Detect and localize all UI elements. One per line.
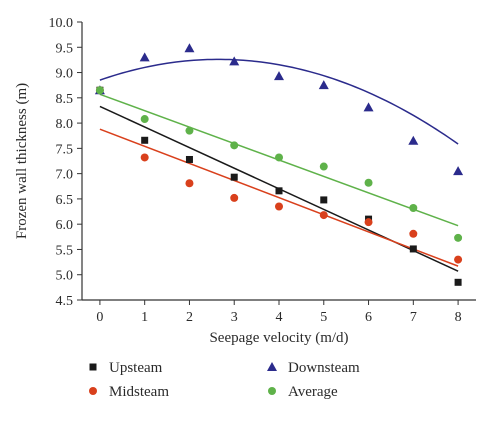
upsteam-point [141,136,149,144]
y-tick-label: 4.5 [56,294,74,309]
downsteam-point [453,166,464,176]
y-tick-label: 10.0 [49,16,74,31]
x-axis-title: Seepage velocity (m/d) [209,330,348,346]
downsteam-point [363,102,374,112]
legend-item-upsteam: Upsteam [89,360,163,376]
y-tick-label: 7.0 [56,168,74,183]
midsteam-point [185,179,194,188]
x-tick-label: 2 [186,310,193,325]
x-tick-label: 7 [410,310,417,325]
average-point [409,204,418,213]
upsteam-point [409,245,417,253]
downsteam-fit-curve [99,58,459,145]
average-point [454,233,463,242]
legend-label-average: Average [288,384,338,400]
midsteam-point [319,211,328,220]
y-tick-label: 8.5 [56,92,74,107]
y-tick-label: 9.0 [56,67,74,82]
upsteam-point [454,278,462,286]
x-tick-label: 1 [141,310,148,325]
legend-marker-midsteam [89,387,97,395]
y-tick-label: 6.0 [56,218,74,233]
average-point [364,178,373,187]
average-point [275,153,283,162]
downsteam-point [274,71,284,81]
y-tick-label: 9.5 [56,41,74,56]
downsteam-point [184,43,195,53]
y-tick-label: 6.5 [56,193,74,208]
y-tick-label: 5.5 [56,243,74,258]
downsteam-point [318,80,329,90]
x-tick-label: 3 [231,310,238,325]
legend-marker-upsteam [89,363,97,371]
legend-label-upsteam: Upsteam [109,360,163,376]
x-tick-label: 8 [455,310,462,325]
upsteam-point [230,173,238,181]
downsteam-point [408,135,419,145]
midsteam-point [364,218,373,227]
upsteam-point [275,187,283,195]
legend-label-midsteam: Midsteam [109,384,169,400]
legend-marker-average [268,387,276,395]
midsteam-point [275,202,283,211]
legend-item-downsteam: Downsteam [267,360,360,376]
upsteam-point [320,196,328,204]
average-point [319,162,328,171]
average-point [95,86,104,95]
midsteam-point [454,255,463,264]
x-tick-label: 6 [365,310,372,325]
legend-item-midsteam: Midsteam [89,384,169,400]
y-tick-label: 5.0 [56,269,74,284]
midsteam-point [230,193,239,202]
downsteam-point [229,56,240,66]
midsteam-fit-line [99,128,459,267]
y-tick-label: 8.0 [56,117,74,132]
y-axis-title: Frozen wall thickness (m) [14,83,30,239]
x-tick-label: 5 [320,310,327,325]
legend-item-average: Average [268,384,338,400]
legend-label-downsteam: Downsteam [288,360,360,376]
x-tick-label: 4 [276,310,283,325]
x-tick-label: 0 [96,310,103,325]
average-point [140,115,149,124]
midsteam-point [409,229,418,238]
average-point [230,141,239,150]
average-point [185,126,194,135]
downsteam-point [139,52,150,62]
upsteam-point [185,155,193,163]
legend-marker-downsteam [267,362,277,371]
midsteam-point [140,153,149,162]
y-tick-label: 7.5 [56,142,74,157]
